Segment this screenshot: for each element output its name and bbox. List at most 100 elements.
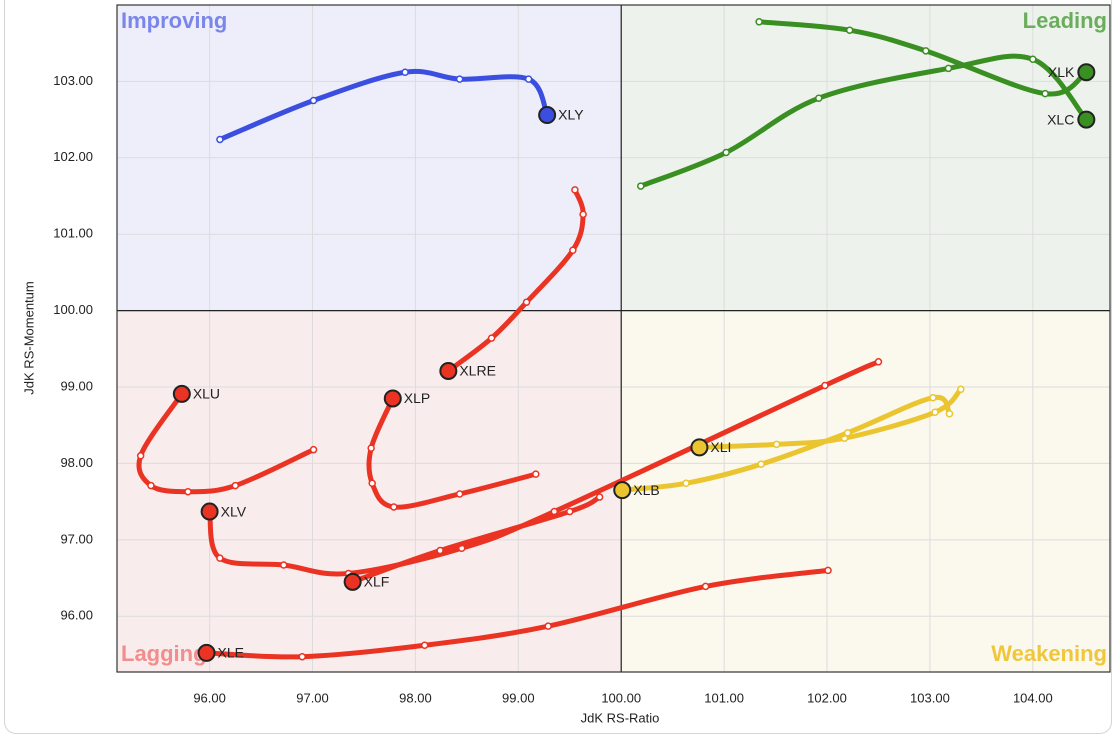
y-tick-label: 98.00 xyxy=(60,455,93,470)
series-label: XLP xyxy=(404,390,430,406)
head-point xyxy=(538,106,557,125)
trail-point xyxy=(147,481,155,490)
trail-point xyxy=(455,490,464,498)
quadrant xyxy=(621,310,1110,672)
trail-point xyxy=(595,493,604,501)
head-point xyxy=(343,572,362,591)
trail-point xyxy=(637,182,645,190)
series-label: XLY xyxy=(558,107,584,123)
series-label: XLRE xyxy=(459,363,496,379)
trail xyxy=(350,494,603,585)
x-tick-label: 102.00 xyxy=(807,690,847,705)
x-tick-label: 100.00 xyxy=(601,690,641,705)
plot-frame xyxy=(116,4,1111,673)
trail-point xyxy=(922,47,930,55)
y-tick-label: 102.00 xyxy=(53,149,93,164)
trail xyxy=(136,391,317,495)
trail-point xyxy=(755,18,763,26)
trail-point xyxy=(368,479,376,488)
quadrant-label: Lagging xyxy=(121,641,207,666)
x-tick-label: 101.00 xyxy=(704,690,744,705)
series-label: XLU xyxy=(193,386,220,402)
trail-point xyxy=(701,582,710,591)
series-label: XLI xyxy=(710,439,731,455)
trail-point xyxy=(309,96,318,105)
trail-point xyxy=(929,393,937,402)
x-tick-label: 98.00 xyxy=(399,690,432,705)
trail-point xyxy=(815,94,823,102)
y-tick-label: 96.00 xyxy=(60,608,93,623)
head-point xyxy=(197,643,216,662)
trail-point xyxy=(845,26,854,34)
trail-point xyxy=(524,75,533,83)
y-tick-label: 103.00 xyxy=(53,73,93,88)
trail-point xyxy=(821,381,829,390)
trail-point xyxy=(216,554,224,562)
trail-point xyxy=(874,358,883,366)
trail-point xyxy=(367,444,375,452)
trail-point xyxy=(231,481,240,490)
trail-point xyxy=(722,148,730,157)
series-label: XLB xyxy=(633,482,659,498)
trail-point xyxy=(522,298,531,306)
head-point xyxy=(439,361,458,380)
trail-point xyxy=(944,64,953,73)
x-tick-label: 104.00 xyxy=(1013,690,1053,705)
trail-point xyxy=(401,68,409,76)
series-label: XLK xyxy=(1048,64,1075,80)
trail-point xyxy=(682,479,690,488)
trail-point xyxy=(945,410,954,418)
trail-point xyxy=(487,334,496,342)
trail-point xyxy=(1029,55,1037,63)
x-tick-label: 99.00 xyxy=(502,690,535,705)
trail-point xyxy=(390,503,398,511)
head-point xyxy=(172,384,191,403)
head-point xyxy=(1077,63,1096,82)
x-tick-label: 96.00 xyxy=(193,690,226,705)
trail-point xyxy=(757,460,765,468)
trail-point xyxy=(931,408,939,416)
quadrant-label: Leading xyxy=(1023,8,1107,33)
trail-point xyxy=(579,210,587,219)
head-point xyxy=(690,438,709,457)
trail-point xyxy=(298,652,306,661)
x-tick-label: 103.00 xyxy=(910,690,950,705)
y-tick-label: 101.00 xyxy=(53,226,93,241)
trail-point xyxy=(532,470,540,478)
trail-point xyxy=(279,561,288,569)
trail-point xyxy=(566,507,574,516)
trail-point xyxy=(309,445,318,454)
head-point xyxy=(613,481,632,500)
quadrant-label: Weakening xyxy=(991,641,1107,666)
series-label: XLF xyxy=(364,574,390,590)
trail-point xyxy=(136,452,145,460)
quadrant-label: Improving xyxy=(121,8,227,33)
trail xyxy=(638,53,1089,189)
trail-point xyxy=(184,487,192,496)
head-point xyxy=(1077,110,1096,129)
trail-point xyxy=(772,440,781,449)
y-tick-label: 99.00 xyxy=(60,378,93,393)
y-tick-label: 100.00 xyxy=(53,302,93,317)
x-tick-label: 97.00 xyxy=(296,690,329,705)
series-label: XLE xyxy=(218,645,244,661)
trail-point xyxy=(436,546,444,555)
head-point xyxy=(383,389,402,408)
trail-point xyxy=(455,75,464,83)
head-point xyxy=(200,502,219,521)
trail-point xyxy=(824,566,832,575)
series-label: XLV xyxy=(221,503,247,519)
trail-point xyxy=(569,246,577,255)
card xyxy=(4,0,1112,734)
trail-point xyxy=(1041,89,1049,98)
trail-point xyxy=(957,385,965,394)
y-axis-title: JdK RS-Momentum xyxy=(21,281,36,394)
trail-point xyxy=(420,641,429,650)
trail-point xyxy=(216,135,224,144)
trail-point xyxy=(843,429,852,437)
trail-point xyxy=(544,622,552,630)
x-axis-title: JdK RS-Ratio xyxy=(581,710,660,725)
y-tick-label: 97.00 xyxy=(60,531,93,546)
trail-point xyxy=(571,186,579,194)
